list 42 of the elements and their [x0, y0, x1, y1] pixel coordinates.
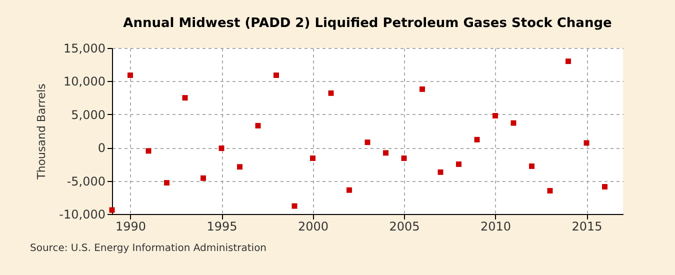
point — [529, 163, 534, 169]
chart-title: Annual Midwest (PADD 2) Liquified Petroleum Gases Stock Change — [123, 16, 612, 31]
source-note: Source: U.S. Energy Information Administration — [30, 243, 267, 254]
x-tick-label: 2010 — [480, 220, 512, 234]
point — [420, 86, 425, 92]
y-tick-label: 15,000 — [64, 42, 106, 56]
x-tick-label: 2005 — [389, 220, 420, 234]
point — [274, 72, 279, 78]
point — [438, 169, 444, 175]
y-tick-label: 10,000 — [64, 74, 106, 89]
y-tick-label: -5,000 — [66, 174, 106, 188]
point — [547, 188, 553, 194]
point — [510, 120, 516, 126]
point — [200, 175, 206, 181]
x-tick-label: 2015 — [572, 220, 602, 234]
point — [328, 90, 334, 96]
point — [146, 148, 152, 154]
point — [292, 203, 298, 209]
point — [182, 95, 188, 101]
point — [255, 122, 261, 128]
y-tick-label: 5,000 — [71, 108, 106, 122]
point — [218, 146, 224, 151]
point — [128, 72, 133, 78]
point — [566, 58, 571, 64]
point — [237, 164, 242, 170]
point — [584, 140, 590, 146]
x-tick-label: 1995 — [206, 220, 238, 234]
point — [164, 180, 170, 186]
y-tick-label: 0 — [98, 141, 106, 156]
point — [456, 161, 462, 167]
point — [492, 112, 498, 118]
point — [383, 150, 388, 156]
y-axis-title: Thousand Barrels — [35, 83, 48, 180]
x-tick-label: 2000 — [298, 220, 329, 234]
point — [474, 136, 480, 142]
x-tick-label: 1990 — [115, 220, 146, 234]
point — [401, 155, 407, 161]
point — [602, 184, 608, 190]
point — [310, 155, 316, 161]
point — [346, 187, 352, 193]
point — [364, 140, 370, 146]
y-tick-label: -10,000 — [59, 208, 106, 222]
